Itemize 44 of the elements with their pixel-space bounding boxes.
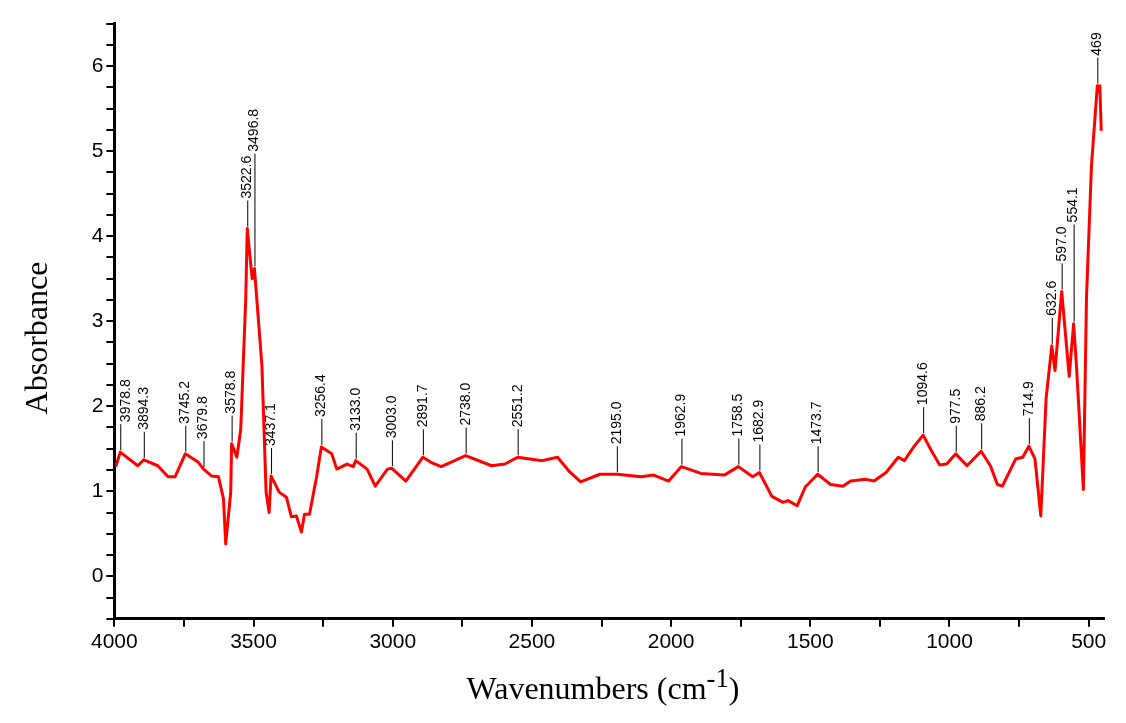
y-tick-label: 0: [91, 563, 104, 587]
annotation: 554.1: [1064, 187, 1081, 223]
annotation: 3679.8: [194, 396, 211, 440]
y-tick-label: 1: [91, 478, 104, 502]
annotation: 3496.8: [245, 108, 262, 152]
annotation: 3003.0: [382, 395, 399, 439]
x-tick-label: 2000: [647, 629, 695, 653]
annotation: 3745.2: [176, 380, 193, 424]
annotation: 3256.4: [312, 374, 329, 418]
annotation: 3437.1: [261, 402, 278, 446]
y-tick-label: 3: [91, 308, 104, 331]
annotation: 2738.0: [456, 382, 473, 426]
x-tick-label: 3000: [369, 629, 417, 653]
x-tick-label: 1500: [786, 629, 834, 653]
x-tick-label: 500: [1071, 629, 1107, 653]
annotation: 3894.3: [134, 386, 151, 430]
annotation: 1962.9: [672, 393, 689, 437]
annotation: 2891.7: [413, 384, 430, 428]
y-tick-label: 2: [91, 393, 104, 417]
y-tick-label: 4: [91, 222, 104, 246]
x-tick-label: 3500: [230, 629, 277, 653]
annotation: 3522.6: [238, 155, 255, 199]
annotation: 3978.8: [117, 379, 134, 423]
x-tick-label: 2500: [508, 629, 556, 653]
annotation: 3133.0: [346, 387, 363, 431]
x-tick-label: 1000: [926, 629, 973, 653]
annotation: 1682.9: [750, 399, 767, 443]
annotation: 2551.2: [508, 384, 525, 428]
x-axis-title: Wavenumbers (cm$^{-1}$): [465, 663, 741, 707]
annotation: 632.6: [1042, 280, 1059, 316]
y-tick-label: 6: [91, 52, 104, 76]
y-axis-title: Absorbance: [17, 261, 55, 415]
annotation: 1094.6: [914, 362, 931, 406]
annotation: 1758.5: [729, 393, 746, 437]
annotation: 977.5: [946, 388, 963, 424]
annotation: 3578.8: [222, 370, 239, 414]
annotation: 2195.0: [607, 401, 624, 445]
y-tick-label: 5: [91, 137, 104, 161]
annotation: 597.0: [1052, 226, 1069, 262]
annotation: 1473.7: [808, 401, 825, 445]
annotation: 714.9: [1019, 380, 1036, 417]
x-tick-label: 4000: [91, 629, 138, 653]
annotation: 469: [1088, 32, 1105, 56]
annotation: 886.2: [972, 386, 989, 422]
